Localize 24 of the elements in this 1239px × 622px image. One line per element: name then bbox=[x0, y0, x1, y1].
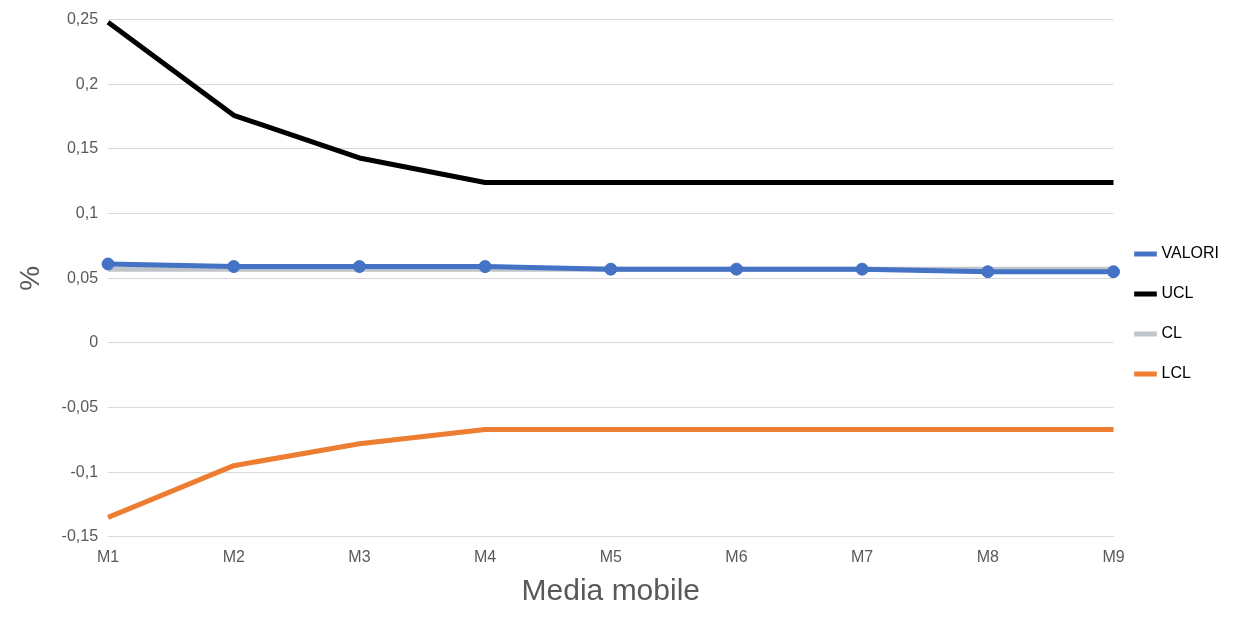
x-tick-label: M7 bbox=[851, 547, 874, 565]
x-tick-label: M3 bbox=[348, 547, 371, 565]
y-tick-label: -0,1 bbox=[70, 462, 99, 480]
y-tick-label: 0,15 bbox=[66, 139, 99, 157]
x-tick-label: M8 bbox=[976, 547, 1000, 565]
y-tick-label: 0,2 bbox=[75, 74, 99, 92]
y-tick-label: 0 bbox=[89, 333, 99, 351]
y-tick-label: 0,25 bbox=[66, 10, 99, 28]
y-axis-title: % bbox=[13, 265, 45, 291]
x-tick-label: M4 bbox=[473, 547, 497, 565]
y-tick-label: -0,05 bbox=[61, 397, 99, 415]
legend-label: LCL bbox=[1161, 364, 1191, 382]
x-tick-label: M9 bbox=[1102, 547, 1125, 565]
x-tick-label: M1 bbox=[96, 547, 120, 565]
x-axis-title: Media mobile bbox=[521, 573, 700, 607]
x-tick-label: M2 bbox=[222, 547, 245, 565]
y-tick-label: 0,1 bbox=[75, 203, 99, 221]
legend-label: VALORI bbox=[1161, 244, 1219, 262]
x-tick-label: M5 bbox=[599, 547, 622, 565]
x-tick-label: M6 bbox=[725, 547, 748, 565]
y-tick-label: -0,15 bbox=[61, 527, 99, 545]
legend-label: UCL bbox=[1161, 284, 1194, 302]
y-tick-label: 0,05 bbox=[66, 268, 99, 286]
legend-label: CL bbox=[1161, 324, 1183, 342]
